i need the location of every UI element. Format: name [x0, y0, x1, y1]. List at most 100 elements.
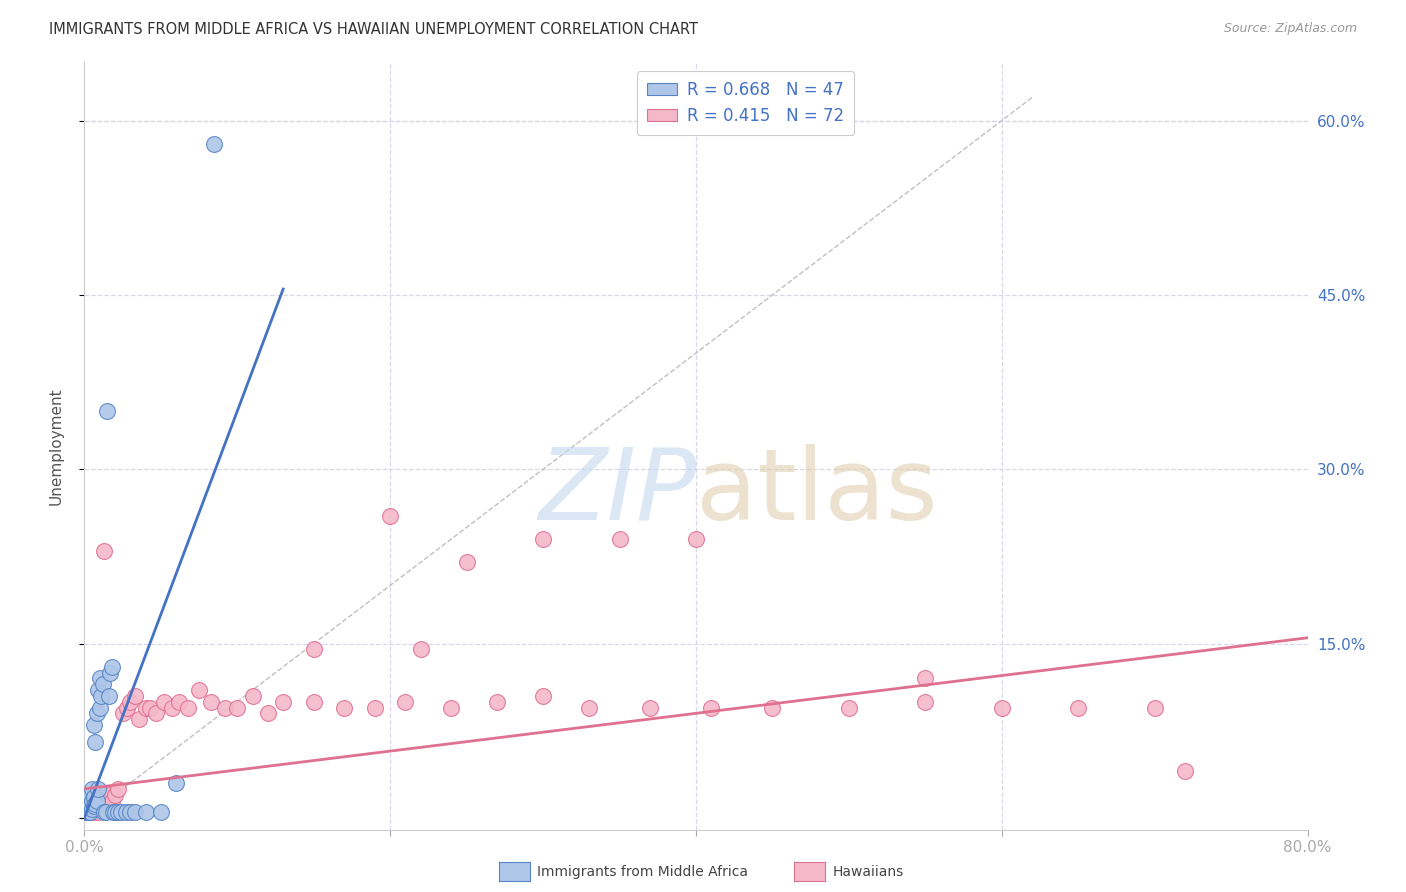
- Point: [84, 793, 107, 807]
- Point: [79, 799, 101, 814]
- Point: [135, 700, 157, 714]
- Point: [79, 805, 101, 819]
- Point: [685, 532, 707, 546]
- Point: [98, 665, 121, 680]
- Point: [486, 695, 509, 709]
- Point: [1067, 700, 1090, 714]
- Point: [79, 805, 101, 819]
- Point: [76, 802, 98, 816]
- Point: [440, 700, 463, 714]
- Point: [89, 672, 111, 686]
- Point: [84, 802, 107, 816]
- Point: [77, 793, 100, 807]
- Point: [76, 805, 98, 819]
- Point: [76, 797, 98, 811]
- Point: [77, 799, 100, 814]
- Point: [89, 793, 111, 807]
- Point: [128, 712, 150, 726]
- Point: [97, 689, 120, 703]
- Point: [86, 793, 108, 807]
- Legend: R = 0.668   N = 47, R = 0.415   N = 72: R = 0.668 N = 47, R = 0.415 N = 72: [637, 70, 855, 135]
- Point: [91, 788, 114, 802]
- Point: [83, 799, 105, 814]
- Text: Source: ZipAtlas.com: Source: ZipAtlas.com: [1223, 22, 1357, 36]
- Point: [167, 695, 190, 709]
- Point: [103, 805, 125, 819]
- Point: [838, 700, 860, 714]
- Point: [104, 805, 127, 819]
- Point: [104, 788, 127, 802]
- Point: [93, 805, 115, 819]
- Point: [124, 689, 146, 703]
- Point: [111, 706, 134, 721]
- Point: [188, 683, 211, 698]
- Point: [531, 532, 554, 546]
- Point: [76, 799, 98, 814]
- Point: [75, 799, 97, 814]
- Point: [409, 642, 432, 657]
- Point: [333, 700, 356, 714]
- Point: [114, 805, 136, 819]
- Point: [578, 700, 600, 714]
- Point: [110, 805, 132, 819]
- Point: [638, 700, 661, 714]
- Point: [80, 805, 103, 819]
- Point: [1174, 764, 1197, 779]
- Point: [120, 695, 142, 709]
- Point: [76, 805, 98, 819]
- Text: atlas: atlas: [696, 443, 938, 541]
- Point: [96, 404, 118, 418]
- Point: [80, 793, 103, 807]
- Point: [914, 672, 936, 686]
- Point: [80, 799, 103, 814]
- Point: [80, 781, 103, 796]
- Point: [90, 788, 112, 802]
- Point: [257, 706, 280, 721]
- Point: [83, 790, 105, 805]
- Point: [914, 695, 936, 709]
- Point: [991, 700, 1014, 714]
- Point: [83, 799, 105, 814]
- Text: IMMIGRANTS FROM MIDDLE AFRICA VS HAWAIIAN UNEMPLOYMENT CORRELATION CHART: IMMIGRANTS FROM MIDDLE AFRICA VS HAWAIIA…: [49, 22, 699, 37]
- Point: [609, 532, 631, 546]
- Point: [149, 805, 172, 819]
- Point: [165, 776, 187, 790]
- Point: [97, 788, 120, 802]
- Point: [124, 805, 146, 819]
- Point: [90, 689, 112, 703]
- Point: [79, 788, 101, 802]
- Point: [83, 718, 105, 732]
- Point: [77, 805, 100, 819]
- Point: [761, 700, 783, 714]
- Text: Immigrants from Middle Africa: Immigrants from Middle Africa: [537, 865, 748, 880]
- Point: [84, 735, 107, 749]
- Point: [77, 788, 100, 802]
- Point: [87, 683, 110, 698]
- Point: [75, 799, 97, 814]
- Point: [101, 660, 124, 674]
- Point: [77, 799, 100, 814]
- Point: [79, 799, 101, 814]
- Point: [364, 700, 387, 714]
- Point: [394, 695, 416, 709]
- Point: [202, 136, 225, 151]
- Point: [1143, 700, 1166, 714]
- Point: [75, 793, 97, 807]
- Point: [531, 689, 554, 703]
- Point: [93, 543, 115, 558]
- Point: [101, 793, 124, 807]
- Point: [84, 797, 107, 811]
- Point: [83, 805, 105, 819]
- Point: [77, 805, 100, 819]
- Point: [302, 642, 325, 657]
- Point: [145, 706, 167, 721]
- Point: [107, 781, 129, 796]
- Point: [76, 788, 98, 802]
- Point: [89, 700, 111, 714]
- Point: [302, 695, 325, 709]
- Point: [120, 805, 142, 819]
- Point: [200, 695, 222, 709]
- Point: [107, 805, 129, 819]
- Point: [87, 781, 110, 796]
- Point: [75, 805, 97, 819]
